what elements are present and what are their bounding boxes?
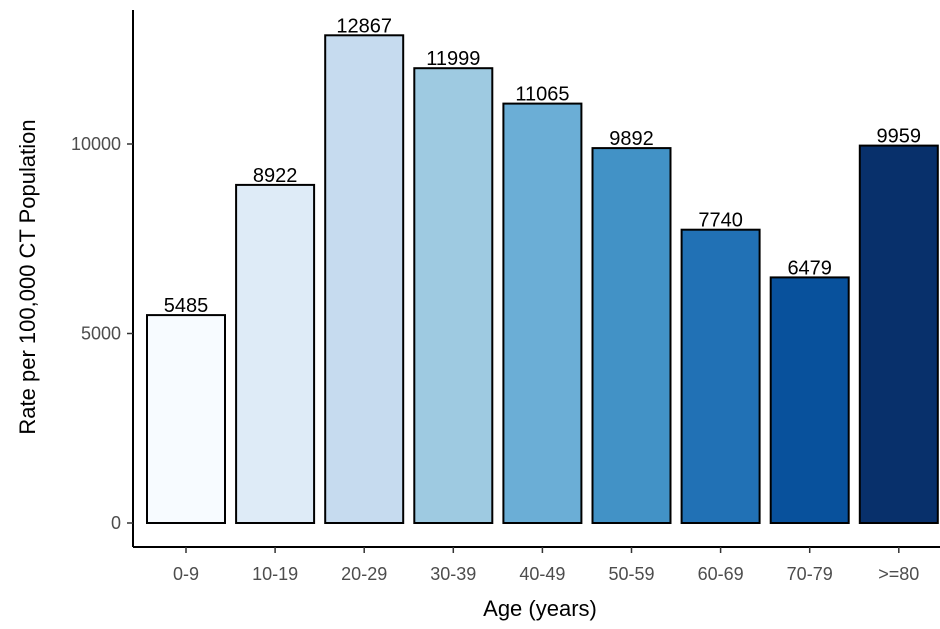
x-tick-label: 30-39 [430, 564, 476, 584]
y-tick-label: 5000 [81, 324, 121, 344]
y-axis-title: Rate per 100,000 CT Population [15, 119, 40, 434]
data-label-70-79: 6479 [787, 257, 832, 279]
x-tick-label: 50-59 [608, 564, 654, 584]
x-axis-ticks: 0-9 10-19 20-29 30-39 40-49 50-59 60-69 70-79 >=… [173, 547, 919, 584]
y-tick-label: 10000 [71, 134, 121, 154]
data-labels-group: 5485 8922 12867 11999 11065 9892 7740 6479 9959 [164, 15, 921, 317]
x-tick-label: 20-29 [341, 564, 387, 584]
data-label-10-19: 8922 [253, 165, 298, 187]
bar-50-59 [591, 147, 672, 524]
bar-30-39 [413, 67, 494, 524]
bar->=80 [858, 144, 939, 524]
data-label-30-39: 11999 [426, 48, 480, 70]
data-label->=80: 9959 [877, 126, 922, 148]
data-label-40-49: 11065 [515, 84, 569, 106]
bar-70-79 [769, 276, 850, 524]
x-tick-label: >=80 [878, 564, 919, 584]
y-tick-label: 0 [111, 513, 121, 533]
bar-10-19 [235, 183, 316, 524]
x-tick-label: 10-19 [252, 564, 298, 584]
data-label-50-59: 9892 [609, 128, 654, 150]
bars-group [146, 34, 939, 525]
x-tick-label: 70-79 [787, 564, 833, 584]
data-label-20-29: 12867 [336, 15, 392, 37]
x-tick-label: 0-9 [173, 564, 199, 584]
bar-0-9 [146, 314, 226, 524]
x-axis-title: Age (years) [483, 596, 597, 621]
data-label-0-9: 5485 [164, 295, 209, 317]
bar-20-29 [324, 34, 405, 525]
x-tick-label: 40-49 [519, 564, 565, 584]
x-tick-label: 60-69 [698, 564, 744, 584]
bar-40-49 [502, 102, 583, 524]
bar-60-69 [680, 228, 761, 524]
y-axis-ticks: 0 5000 10000 [71, 134, 133, 533]
data-label-60-69: 7740 [698, 210, 743, 232]
